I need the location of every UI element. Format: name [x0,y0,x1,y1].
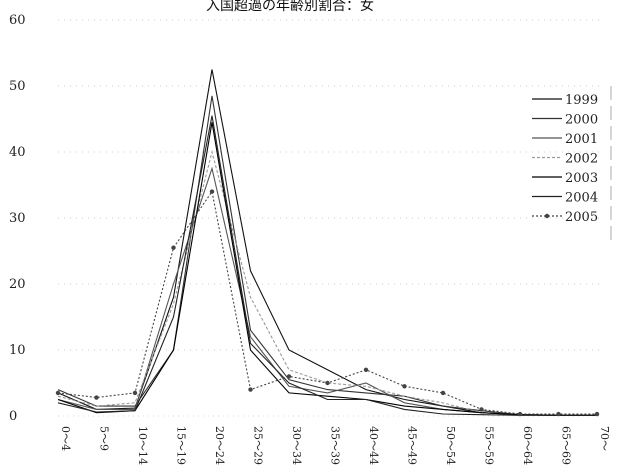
y-tick-label: 40 [9,145,26,160]
legend-marker-2005 [545,214,549,218]
legend-label-2003: 2003 [565,171,598,186]
legend-label-2000: 2000 [565,113,598,128]
y-tick-label: 60 [9,13,26,28]
y-axis-tick-labels: 0 10 20 30 40 50 60 [9,13,26,424]
series-2005-point [325,381,329,385]
y-tick-label: 0 [9,409,17,424]
y-tick-label: 30 [9,211,26,226]
x-tick-label: 50～54 [444,426,457,465]
series-2005-point [133,391,137,395]
x-tick-label: 10～14 [136,426,149,465]
x-tick-label: 45～49 [406,426,419,465]
x-tick-label: 70～ [598,426,611,451]
series-2005-point [171,246,175,250]
x-tick-label: 25～29 [252,426,265,465]
legend-label-1999: 1999 [565,93,598,108]
series-2005-point [518,412,522,416]
x-tick-label: 40～44 [367,426,380,465]
series-2005-point [441,391,445,395]
series-2005-point [479,407,483,411]
x-tick-label: 0～4 [59,426,72,451]
legend-label-2001: 2001 [565,132,598,147]
x-tick-label: 15～19 [175,426,188,465]
y-tick-label: 10 [9,343,26,358]
series-2005-point [364,368,368,372]
series-line-2000 [58,96,597,415]
series-line-2002 [58,152,597,415]
legend: 1999 2000 2001 2002 2003 2004 2005 [532,86,611,242]
y-tick-label: 20 [9,277,26,292]
x-tick-label: 60～64 [521,426,534,465]
x-tick-label: 20～24 [213,426,226,465]
series-line-1999 [58,70,597,416]
x-tick-label: 65～69 [560,426,573,465]
series-2005-point [287,374,291,378]
series-2005-point [248,387,252,391]
legend-label-2005: 2005 [565,210,598,225]
series-line-2005 [58,192,597,414]
legend-label-2002: 2002 [565,152,598,167]
chart-title: 入国超過の年齢別割合：女 [206,0,374,14]
legend-label-2004: 2004 [565,191,598,206]
x-tick-label: 35～39 [329,426,342,465]
x-tick-label: 30～34 [290,426,303,465]
series-2005-point [402,384,406,388]
series-2005-point [210,189,214,193]
x-axis-tick-labels: 0～4 5～9 10～14 15～19 20～24 25～29 30～34 35～39 40～4… [59,426,611,465]
x-tick-label: 55～59 [483,426,496,465]
series-2005-point [94,395,98,399]
series-2005-point [595,412,599,416]
series-2005-point [556,412,560,416]
gridlines [58,20,600,416]
series-lines [56,70,599,417]
x-tick-label: 5～9 [98,426,111,451]
series-line-2003 [58,122,597,415]
series-2005-point [56,391,60,395]
y-tick-label: 50 [9,79,26,94]
